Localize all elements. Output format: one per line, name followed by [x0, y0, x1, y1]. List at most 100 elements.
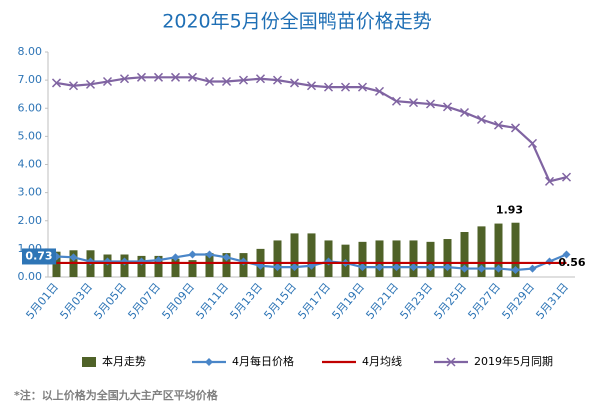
legend-label: 4月均线 — [362, 354, 402, 368]
bar — [307, 233, 316, 277]
y-tick-label: 5.00 — [18, 129, 43, 142]
x-tick-label: 5月01日 — [23, 281, 61, 322]
marker — [510, 123, 521, 133]
y-tick-label: 2.00 — [18, 214, 43, 227]
legend-item: 2019年5月同期 — [434, 354, 553, 368]
bar — [103, 254, 112, 277]
series — [51, 72, 572, 186]
marker — [511, 265, 520, 274]
marker — [289, 78, 300, 88]
marker — [85, 79, 96, 89]
marker — [460, 264, 469, 273]
bar — [358, 241, 367, 277]
footnote: *注：以上价格为全国九大主产区平均价格 — [14, 388, 219, 402]
x-tick-label: 5月31日 — [533, 281, 571, 322]
marker — [188, 250, 197, 259]
x-tick-label: 5月13日 — [227, 281, 265, 322]
legend-item: 本月走势 — [82, 354, 146, 368]
bar — [205, 253, 214, 277]
bar — [426, 241, 435, 277]
x-tick-label: 5月25日 — [431, 281, 469, 322]
bar — [154, 255, 163, 277]
marker — [255, 74, 266, 84]
y-tick-label: 6.00 — [18, 101, 43, 114]
marker — [290, 263, 299, 272]
marker — [459, 107, 470, 117]
bar — [290, 233, 299, 277]
marker — [306, 81, 317, 91]
legend-item: 4月每日价格 — [192, 354, 294, 368]
legend-label: 4月每日价格 — [232, 354, 294, 368]
legend-label: 本月走势 — [102, 354, 146, 368]
x-tick-label: 5月15日 — [261, 281, 299, 322]
marker — [561, 172, 572, 182]
marker — [545, 257, 554, 266]
marker — [205, 250, 214, 259]
marker — [408, 98, 419, 108]
bar — [477, 226, 486, 277]
marker — [562, 250, 571, 259]
x-tick-label: 5月05日 — [91, 281, 129, 322]
marker — [170, 72, 181, 82]
x-tick-label: 5月23日 — [397, 281, 435, 322]
marker — [527, 138, 538, 148]
y-tick-label: 0.00 — [18, 270, 43, 283]
bar — [137, 255, 146, 277]
marker — [528, 264, 537, 273]
x-tick-label: 5月19日 — [329, 281, 367, 322]
bar — [273, 240, 282, 277]
bar — [511, 222, 520, 277]
x-tick-label: 5月09日 — [159, 281, 197, 322]
marker — [68, 81, 79, 91]
legend-marker — [205, 358, 213, 366]
marker — [273, 263, 282, 272]
marker — [323, 82, 334, 92]
bar — [460, 232, 469, 277]
x-tick-label: 5月11日 — [193, 281, 231, 322]
bar — [188, 260, 197, 277]
marker — [391, 96, 402, 106]
marker — [375, 263, 384, 272]
bar — [375, 240, 384, 277]
annotation: 0.73 — [25, 249, 52, 262]
marker — [340, 82, 351, 92]
bar — [222, 253, 231, 277]
marker — [272, 75, 283, 85]
y-tick-label: 8.00 — [18, 45, 43, 58]
marker — [171, 253, 180, 262]
x-tick-label: 5月27日 — [465, 281, 503, 322]
marker — [494, 264, 503, 273]
line — [56, 76, 567, 183]
marker — [187, 72, 198, 82]
x-tick-label: 5月03日 — [57, 281, 95, 322]
chart-title: 2020年5月份全国鸭苗价格走势 — [162, 11, 431, 33]
marker — [442, 102, 453, 112]
bar — [494, 223, 503, 277]
marker — [426, 263, 435, 272]
marker — [69, 253, 78, 262]
bar — [52, 251, 61, 277]
marker — [425, 99, 436, 109]
legend-swatch — [82, 357, 96, 367]
marker — [443, 263, 452, 272]
x-tick-label: 5月29日 — [499, 281, 537, 322]
marker — [374, 86, 385, 96]
marker — [136, 72, 147, 82]
marker — [119, 74, 130, 84]
y-tick-label: 3.00 — [18, 186, 43, 199]
marker — [51, 78, 62, 88]
bar — [171, 258, 180, 277]
marker — [221, 77, 232, 87]
x-tick-label: 5月21日 — [363, 281, 401, 322]
annotation: 0.56 — [558, 256, 585, 269]
annotation: 1.93 — [496, 204, 523, 217]
annotation-box — [22, 248, 56, 265]
y-tick-label: 7.00 — [18, 73, 43, 86]
marker — [102, 77, 113, 87]
bar — [409, 240, 418, 277]
marker — [357, 82, 368, 92]
marker — [222, 253, 231, 262]
marker — [204, 77, 215, 87]
marker — [493, 120, 504, 130]
